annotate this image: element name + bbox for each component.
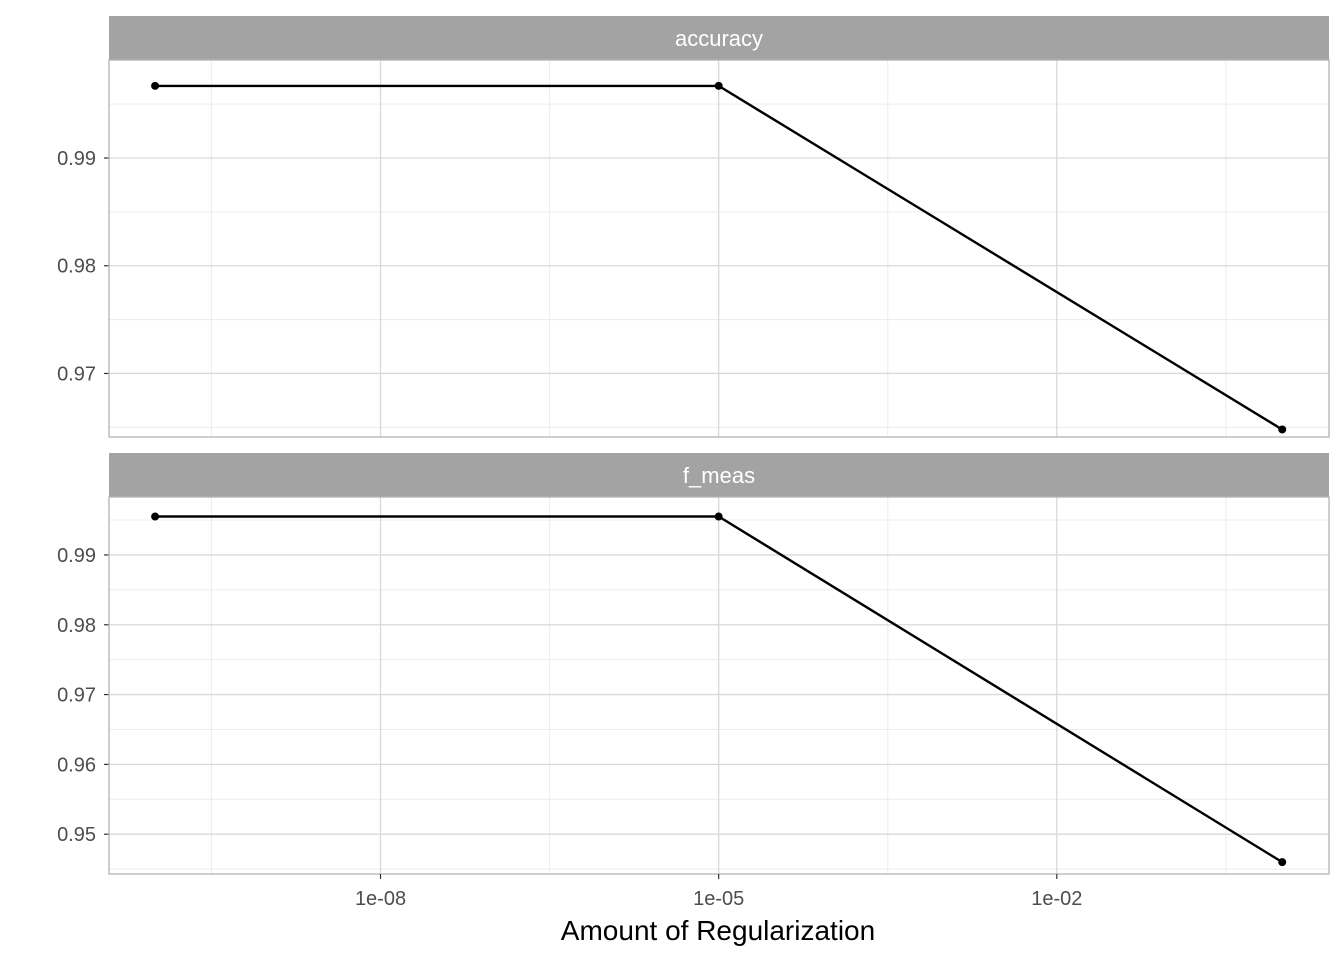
y-tick-label: 0.99 — [57, 545, 96, 567]
facet-strip-label: accuracy — [675, 26, 763, 51]
y-tick-label: 0.95 — [57, 824, 96, 846]
panel-border — [108, 59, 1330, 438]
data-point — [714, 512, 723, 521]
y-tick-label: 0.99 — [57, 148, 96, 170]
x-axis-title: Amount of Regularization — [561, 915, 875, 946]
y-tick-label: 0.97 — [57, 363, 96, 385]
x-tick-label: 1e-05 — [693, 888, 744, 910]
facet-strip — [109, 16, 1329, 60]
x-axis: 1e-08 1e-05 1e-02 — [355, 874, 1082, 910]
facet-panel-f_meas: f_meas 0.95 0.96 0.97 0.98 0.99 — [57, 453, 1330, 875]
facet-panel-accuracy: accuracy 0.97 0.98 0.99 — [57, 16, 1330, 438]
data-point — [714, 81, 723, 90]
facet-strip — [109, 453, 1329, 497]
y-tick-label: 0.96 — [57, 754, 96, 776]
y-tick-label: 0.97 — [57, 685, 96, 707]
x-tick-label: 1e-02 — [1031, 888, 1082, 910]
y-tick-label: 0.98 — [57, 256, 96, 278]
facet-panels: accuracy 0.97 0.98 0.99 f_meas 0.95 0.96 0.97 0.… — [57, 16, 1330, 875]
data-point — [151, 81, 160, 90]
data-point — [1278, 425, 1287, 434]
data-point — [151, 512, 160, 521]
y-tick-label: 0.98 — [57, 615, 96, 637]
x-tick-label: 1e-08 — [355, 888, 406, 910]
facet-strip-label: f_meas — [683, 463, 755, 488]
data-point — [1278, 858, 1287, 867]
